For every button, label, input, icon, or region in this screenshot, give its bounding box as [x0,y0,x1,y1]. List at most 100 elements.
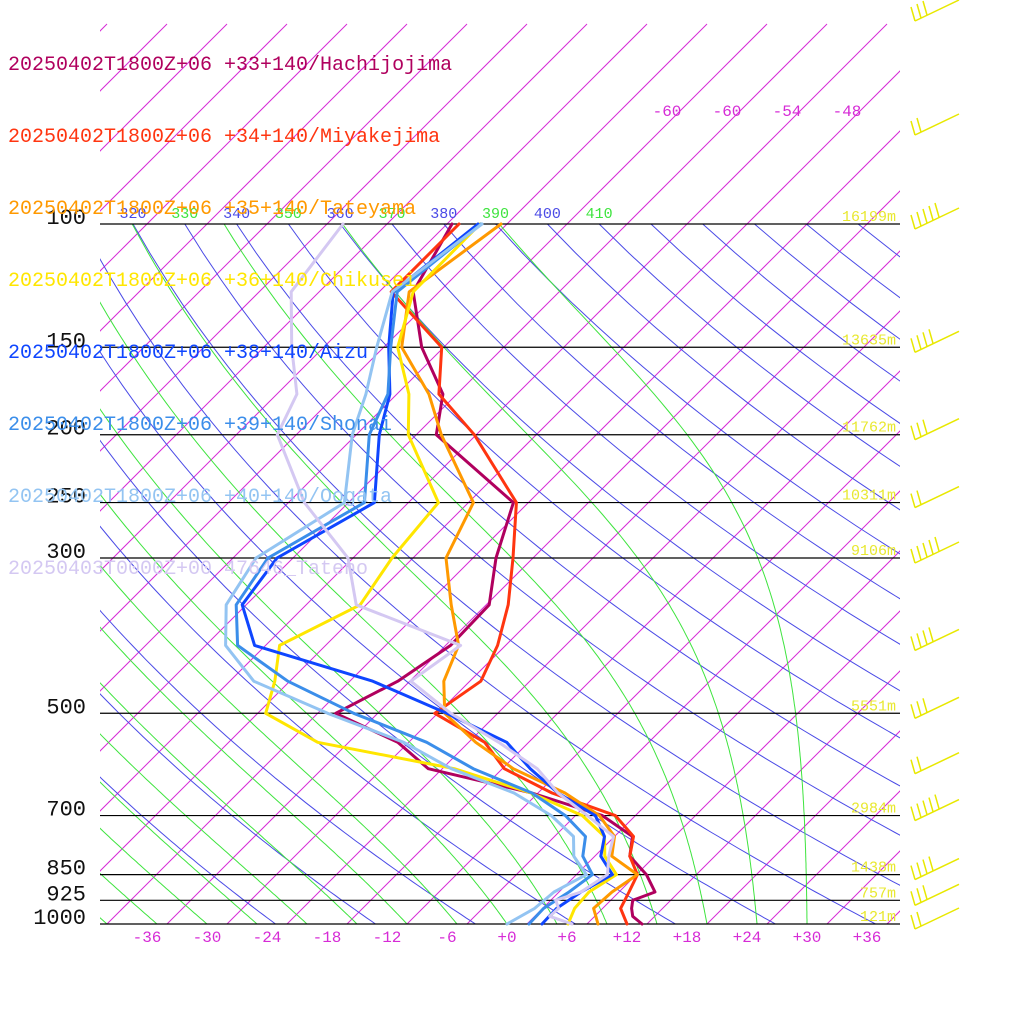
isotherm-line [526,550,900,924]
pressure-label: 1000 [33,906,86,931]
legend-entry-oogata: 20250402T1800Z+06 +40+140/Oogata [8,486,393,509]
wind-barb-flag [910,806,916,821]
wind-barb-flag [916,633,922,648]
series-line-7 [275,222,615,926]
upper-isotherm-label: -60 [653,103,682,121]
series-line-6 [224,222,588,926]
wind-barb-flag [922,332,928,347]
height-label: 11762m [842,420,896,437]
wind-barb-shaft [914,798,960,822]
isotherm-line [100,23,888,812]
dry-adiabat-line [754,224,900,340]
upper-isotherm-label: -54 [773,103,802,121]
isotherm-line [586,610,900,924]
wind-barb [910,794,960,822]
wind-barb-shaft [914,628,960,652]
isotherm-line [1007,24,1024,924]
isotherm-line [106,130,900,924]
upper-isotherm-label: -60 [713,103,742,121]
temperature-tick-label: -6 [437,929,456,947]
wind-barb-flag [922,542,928,558]
upper-isotherm-label: -48 [833,103,862,121]
wind-barb-flag [916,701,922,716]
wind-barb [910,202,960,230]
isotherm-line [226,250,900,924]
wind-barb-flag [928,539,934,555]
wind-barb-shaft [914,541,960,564]
temperature-tick-label: -30 [193,929,222,947]
wind-barb-flag [922,630,928,645]
isotherm-line [100,23,528,452]
height-label: 2984m [851,801,896,818]
temperature-tick-label: +24 [733,929,762,947]
legend: 20250402T1800Z+06 +33+140/Hachijojima 20… [8,6,452,606]
pressure-label: 925 [46,882,86,907]
wind-barb [910,752,960,775]
wind-barb [910,856,960,881]
wind-barb-flag [910,865,916,880]
wind-barb-flag [922,885,928,900]
wind-barb [910,696,960,719]
wind-barb-flag [934,202,940,218]
legend-entry-shonai: 20250402T1800Z+06 +39+140/Shonai [8,414,393,437]
theta-label: 380 [430,206,457,223]
isotherm-line [947,24,1024,924]
dry-adiabat-line [702,224,900,382]
wind-barb-flag [916,3,922,19]
legend-entry-tateyama: 20250402T1800Z+06 +35+140/Tateyama [8,198,417,221]
wind-barb-flag [916,335,922,350]
pressure-label: 250 [46,485,86,510]
height-label: 121m [860,909,896,926]
dry-adiabat-line [650,224,900,424]
wind-barb-flag [916,911,922,927]
wind-barb [910,418,960,441]
wind-barb-flag [922,0,928,16]
isotherm-line [100,23,468,392]
wind-barb-flag [910,636,916,651]
temperature-tick-label: +18 [673,929,702,947]
legend-entry-aizu: 20250402T1800Z+06 +38+140/Aizu [8,342,369,365]
theta-label: 360 [327,206,354,223]
temperature-tick-label: +12 [613,929,642,947]
wind-barb-shaft [914,418,960,441]
isotherm-line [646,670,900,924]
temperature-tick-label: +6 [557,929,576,947]
wind-barb-flag [916,862,922,877]
height-label: 5551m [851,698,896,715]
isotherm-line [406,430,900,924]
temperature-tick-label: -24 [253,929,282,947]
wind-barb-shaft [914,907,960,930]
wind-barb-shaft [914,857,960,881]
pressure-label: 300 [46,540,86,565]
isotherm-line [706,730,900,924]
wind-barb-flag [928,797,934,812]
wind-barb-flag [910,914,916,930]
wind-barb-flag [910,493,916,508]
wind-barb-flag [928,856,934,871]
wind-barb-shaft [914,883,960,906]
isotherm-line [166,190,900,924]
wind-barb-flag [916,545,922,561]
wind-barb-flag [922,419,928,434]
isotherm-line [886,910,900,924]
wind-barb-shaft [914,330,960,353]
dry-adiabat-line [857,224,900,258]
dry-adiabat-line [443,224,900,600]
theta-label: 390 [482,206,509,223]
wind-barb-flag [916,422,922,437]
series-line-3 [264,222,618,926]
isotherm-line [346,370,900,924]
isotherm-line [100,23,588,512]
dry-adiabat-line [391,224,900,645]
theta-label: 320 [119,206,146,223]
theta-label: 400 [534,206,561,223]
series-line-5 [234,222,594,926]
wind-barb [910,0,960,22]
wind-barb [910,883,960,906]
dry-adiabat-line [495,224,900,555]
theta-label: 350 [275,206,302,223]
wind-barbs [910,0,960,930]
isotherm-line [100,23,648,572]
wind-barb-shaft [914,207,960,230]
